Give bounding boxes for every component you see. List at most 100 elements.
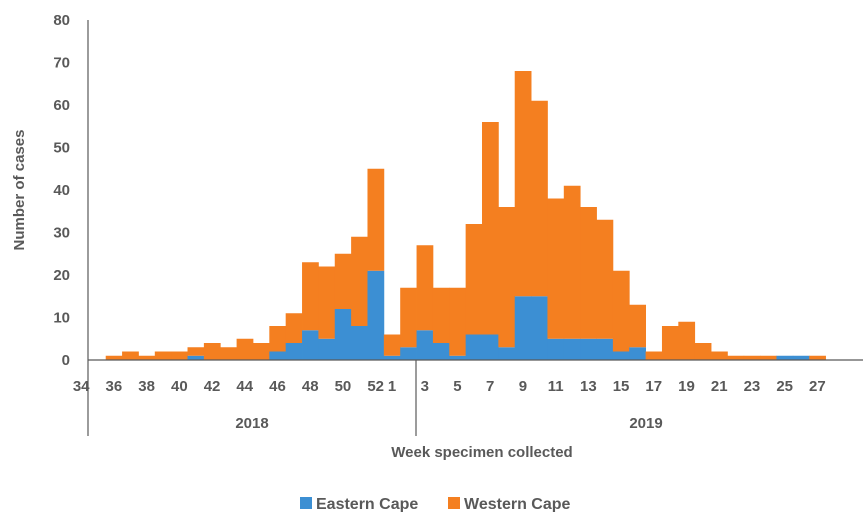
bar-eastern-cape-week-8 (498, 347, 516, 360)
year-label-2019: 2019 (629, 415, 662, 432)
bar-western-cape-week-9 (514, 71, 532, 297)
bar-eastern-cape-week-52 (367, 270, 385, 360)
legend-swatch-eastern-cape (300, 497, 312, 509)
bar-eastern-cape-week-6 (465, 334, 483, 360)
y-axis-title: Number of cases (11, 130, 28, 251)
x-tick-label: 38 (138, 378, 155, 395)
x-tick-label: 15 (613, 378, 630, 395)
bar-western-cape-week-39 (154, 351, 172, 360)
bar-eastern-cape-week-50 (334, 309, 352, 360)
bar-eastern-cape-week-13 (580, 338, 597, 360)
legend-swatch-western-cape (448, 497, 460, 509)
bar-eastern-cape-week-15 (612, 351, 630, 360)
x-tick-label: 44 (236, 378, 253, 395)
x-tick-labels: 34 36 38 40 42 44 46 48 50 52 1 3 5 7 9 11 13 15 17 19 21 23 2… (73, 378, 826, 395)
x-tick-label: 19 (678, 378, 695, 395)
bar-western-cape-week-24 (760, 355, 777, 360)
bar-eastern-cape-week-5 (449, 355, 467, 360)
x-tick-label: 1 (388, 378, 396, 395)
y-tick-label: 70 (53, 55, 70, 72)
bar-western-cape-week-52 (367, 168, 385, 271)
x-tick-label: 27 (809, 378, 826, 395)
bar-eastern-cape-week-1 (383, 355, 401, 360)
bar-western-cape-week-4 (432, 287, 450, 343)
y-tick-label: 20 (53, 267, 70, 284)
bar-western-cape-week-16 (629, 304, 646, 348)
bar-eastern-cape-week-3 (416, 330, 434, 360)
bar-western-cape-week-38 (138, 355, 156, 360)
bar-western-cape-week-2 (400, 287, 417, 348)
bar-western-cape-week-5 (449, 287, 467, 356)
bar-western-cape-week-51 (351, 236, 368, 326)
legend: Eastern Cape Western Cape (300, 496, 571, 512)
bar-western-cape-week-49 (318, 266, 336, 339)
bar-western-cape-week-23 (743, 355, 761, 360)
x-tick-label: 7 (486, 378, 494, 395)
bar-western-cape-week-47 (285, 313, 303, 343)
x-tick-label: 42 (204, 378, 221, 395)
bar-eastern-cape-week-4 (432, 343, 450, 360)
bar-western-cape-week-3 (416, 245, 434, 331)
bar-western-cape-week-14 (596, 219, 614, 339)
y-tick-label: 50 (53, 140, 70, 157)
bar-western-cape-week-46 (269, 326, 287, 352)
bar-eastern-cape-week-9 (514, 296, 532, 360)
x-tick-label: 3 (421, 378, 429, 395)
y-tick-label: 60 (53, 97, 70, 114)
y-tick-label: 40 (53, 182, 70, 199)
x-tick-label: 46 (269, 378, 286, 395)
bar-eastern-cape-week-25 (776, 355, 794, 360)
x-tick-label: 17 (645, 378, 662, 395)
bar-western-cape-week-21 (711, 351, 728, 360)
bar-western-cape-week-50 (334, 253, 352, 309)
bar-western-cape-week-36 (105, 355, 123, 360)
x-tick-label: 25 (776, 378, 793, 395)
y-tick-labels: 0 10 20 30 40 50 60 70 80 (53, 12, 70, 369)
bar-western-cape-week-41 (187, 347, 205, 356)
legend-label-eastern-cape: Eastern Cape (316, 496, 418, 512)
bar-eastern-cape-week-51 (351, 326, 368, 360)
y-tick-label: 0 (62, 352, 70, 369)
bar-western-cape-week-22 (727, 355, 745, 360)
x-tick-label: 23 (744, 378, 761, 395)
bar-eastern-cape-week-11 (547, 338, 565, 360)
bar-western-cape-week-11 (547, 198, 565, 339)
bar-eastern-cape-week-47 (285, 343, 303, 360)
bar-eastern-cape-week-41 (187, 355, 205, 360)
bar-western-cape-week-42 (203, 343, 221, 360)
y-tick-label: 80 (53, 12, 70, 29)
y-tick-label: 30 (53, 225, 70, 242)
bar-western-cape-week-45 (252, 343, 270, 360)
bar-western-cape-week-19 (678, 321, 696, 360)
x-tick-label: 36 (106, 378, 123, 395)
bar-western-cape-week-20 (694, 343, 712, 360)
year-label-2018: 2018 (235, 415, 268, 432)
x-tick-label: 40 (171, 378, 188, 395)
x-tick-label: 50 (335, 378, 352, 395)
bar-western-cape-week-27 (809, 355, 826, 360)
bar-western-cape-week-15 (612, 270, 630, 352)
x-axis-title: Week specimen collected (391, 444, 572, 461)
bar-eastern-cape-week-46 (269, 351, 287, 360)
x-tick-label: 52 (367, 378, 384, 395)
bar-eastern-cape-week-26 (792, 355, 810, 360)
y-tick-label: 10 (53, 310, 70, 327)
bar-western-cape-week-18 (661, 326, 679, 360)
x-tick-label: 5 (453, 378, 461, 395)
bar-eastern-cape-week-7 (482, 334, 499, 360)
x-tick-label: 11 (548, 378, 564, 395)
year-group-labels: 2018 2019 (235, 415, 662, 432)
bar-western-cape-week-10 (531, 100, 548, 297)
bar-western-cape-week-48 (302, 262, 319, 331)
bar-eastern-cape-week-49 (318, 338, 336, 360)
bar-eastern-cape-week-12 (563, 338, 581, 360)
bar-eastern-cape-week-14 (596, 338, 614, 360)
bar-western-cape-week-12 (563, 185, 581, 339)
bar-western-cape-week-17 (645, 351, 663, 360)
bar-western-cape-week-43 (220, 347, 237, 360)
x-tick-label: 13 (580, 378, 597, 395)
x-tick-label: 34 (73, 378, 90, 395)
bars-group (105, 71, 826, 360)
x-tick-label: 48 (302, 378, 319, 395)
